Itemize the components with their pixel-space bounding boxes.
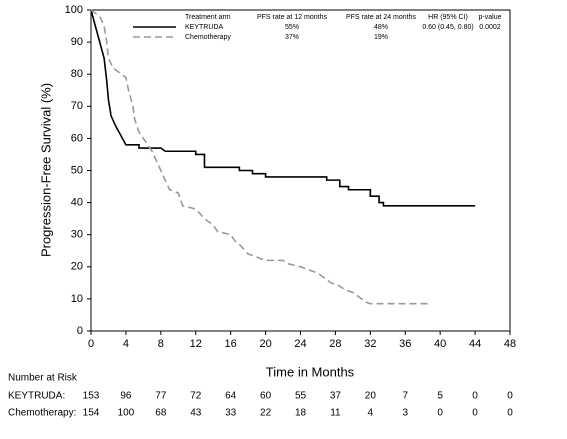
legend-header: PFS rate at 12 months bbox=[257, 14, 328, 21]
x-tick-label: 4 bbox=[123, 338, 129, 350]
at-risk-value: 18 bbox=[295, 408, 307, 419]
x-tick-label: 12 bbox=[190, 338, 202, 350]
x-tick-label: 40 bbox=[434, 338, 446, 350]
at-risk-value: 43 bbox=[190, 408, 202, 419]
at-risk-value: 3 bbox=[402, 408, 408, 419]
at-risk-value: 100 bbox=[118, 408, 135, 419]
y-tick-label: 80 bbox=[71, 68, 83, 80]
x-tick-label: 24 bbox=[294, 338, 306, 350]
at-risk-value: 33 bbox=[225, 408, 237, 419]
at-risk-value: 154 bbox=[83, 408, 100, 419]
legend-cell: 55% bbox=[285, 24, 299, 31]
at-risk-value: 72 bbox=[190, 391, 202, 402]
at-risk-value: 7 bbox=[402, 391, 408, 402]
legend-header: p-value bbox=[479, 14, 502, 21]
x-tick-label: 28 bbox=[329, 338, 341, 350]
x-tick-label: 16 bbox=[225, 338, 237, 350]
x-tick-label: 32 bbox=[364, 338, 376, 350]
y-tick-label: 50 bbox=[71, 164, 83, 176]
y-tick-label: 70 bbox=[71, 100, 83, 112]
legend-header: PFS rate at 24 months bbox=[346, 14, 417, 21]
at-risk-value: 0 bbox=[507, 391, 513, 402]
at-risk-value: 77 bbox=[155, 391, 167, 402]
at-risk-value: 5 bbox=[437, 391, 443, 402]
y-tick-label: 20 bbox=[71, 261, 83, 273]
x-tick-label: 0 bbox=[88, 338, 94, 350]
at-risk-value: 20 bbox=[365, 391, 377, 402]
at-risk-value: 22 bbox=[260, 408, 272, 419]
x-tick-label: 36 bbox=[399, 338, 411, 350]
at-risk-value: 60 bbox=[260, 391, 272, 402]
y-tick-label: 90 bbox=[71, 36, 83, 48]
at-risk-value: 64 bbox=[225, 391, 237, 402]
survival-curve bbox=[90, 9, 432, 305]
y-tick-label: 40 bbox=[71, 197, 83, 209]
at-risk-value: 4 bbox=[368, 408, 374, 419]
y-tick-label: 10 bbox=[71, 293, 83, 305]
legend-cell: 0.0002 bbox=[479, 24, 501, 31]
survival-curve bbox=[90, 9, 476, 207]
at-risk-value: 11 bbox=[330, 408, 341, 419]
plot-frame bbox=[90, 9, 511, 332]
at-risk-value: 68 bbox=[155, 408, 167, 419]
y-tick-label: 0 bbox=[77, 325, 83, 337]
at-risk-value: 96 bbox=[120, 391, 132, 402]
at-risk-title: Number at Risk bbox=[8, 373, 78, 384]
x-tick-label: 20 bbox=[259, 338, 271, 350]
at-risk-value: 0 bbox=[472, 391, 478, 402]
x-tick-label: 48 bbox=[504, 338, 516, 350]
at-risk-value: 0 bbox=[437, 408, 443, 419]
at-risk-label: KEYTRUDA: bbox=[8, 391, 65, 402]
legend-cell: 48% bbox=[374, 24, 388, 31]
x-axis-title: Time in Months bbox=[266, 364, 355, 379]
legend-header: Treatment arm bbox=[185, 14, 231, 21]
legend-cell: 19% bbox=[374, 34, 388, 41]
at-risk-value: 55 bbox=[295, 391, 307, 402]
at-risk-value: 0 bbox=[507, 408, 513, 419]
y-tick-label: 30 bbox=[71, 229, 83, 241]
y-tick-label: 100 bbox=[65, 4, 83, 16]
x-tick-label: 8 bbox=[158, 338, 164, 350]
at-risk-value: 0 bbox=[472, 408, 478, 419]
at-risk-label: Chemotherapy: bbox=[8, 408, 76, 419]
legend-cell: Chemotherapy bbox=[185, 34, 231, 41]
at-risk-value: 153 bbox=[83, 391, 100, 402]
at-risk-value: 37 bbox=[330, 391, 342, 402]
x-tick-label: 44 bbox=[469, 338, 481, 350]
legend-cell: KEYTRUDA bbox=[185, 24, 223, 31]
legend-header: HR (95% CI) bbox=[428, 14, 468, 21]
legend-cell: 0.60 (0.45, 0.80) bbox=[422, 24, 473, 31]
y-tick-label: 60 bbox=[71, 132, 83, 144]
y-axis-title: Progression-Free Survival (%) bbox=[38, 83, 53, 257]
legend-cell: 37% bbox=[285, 34, 299, 41]
